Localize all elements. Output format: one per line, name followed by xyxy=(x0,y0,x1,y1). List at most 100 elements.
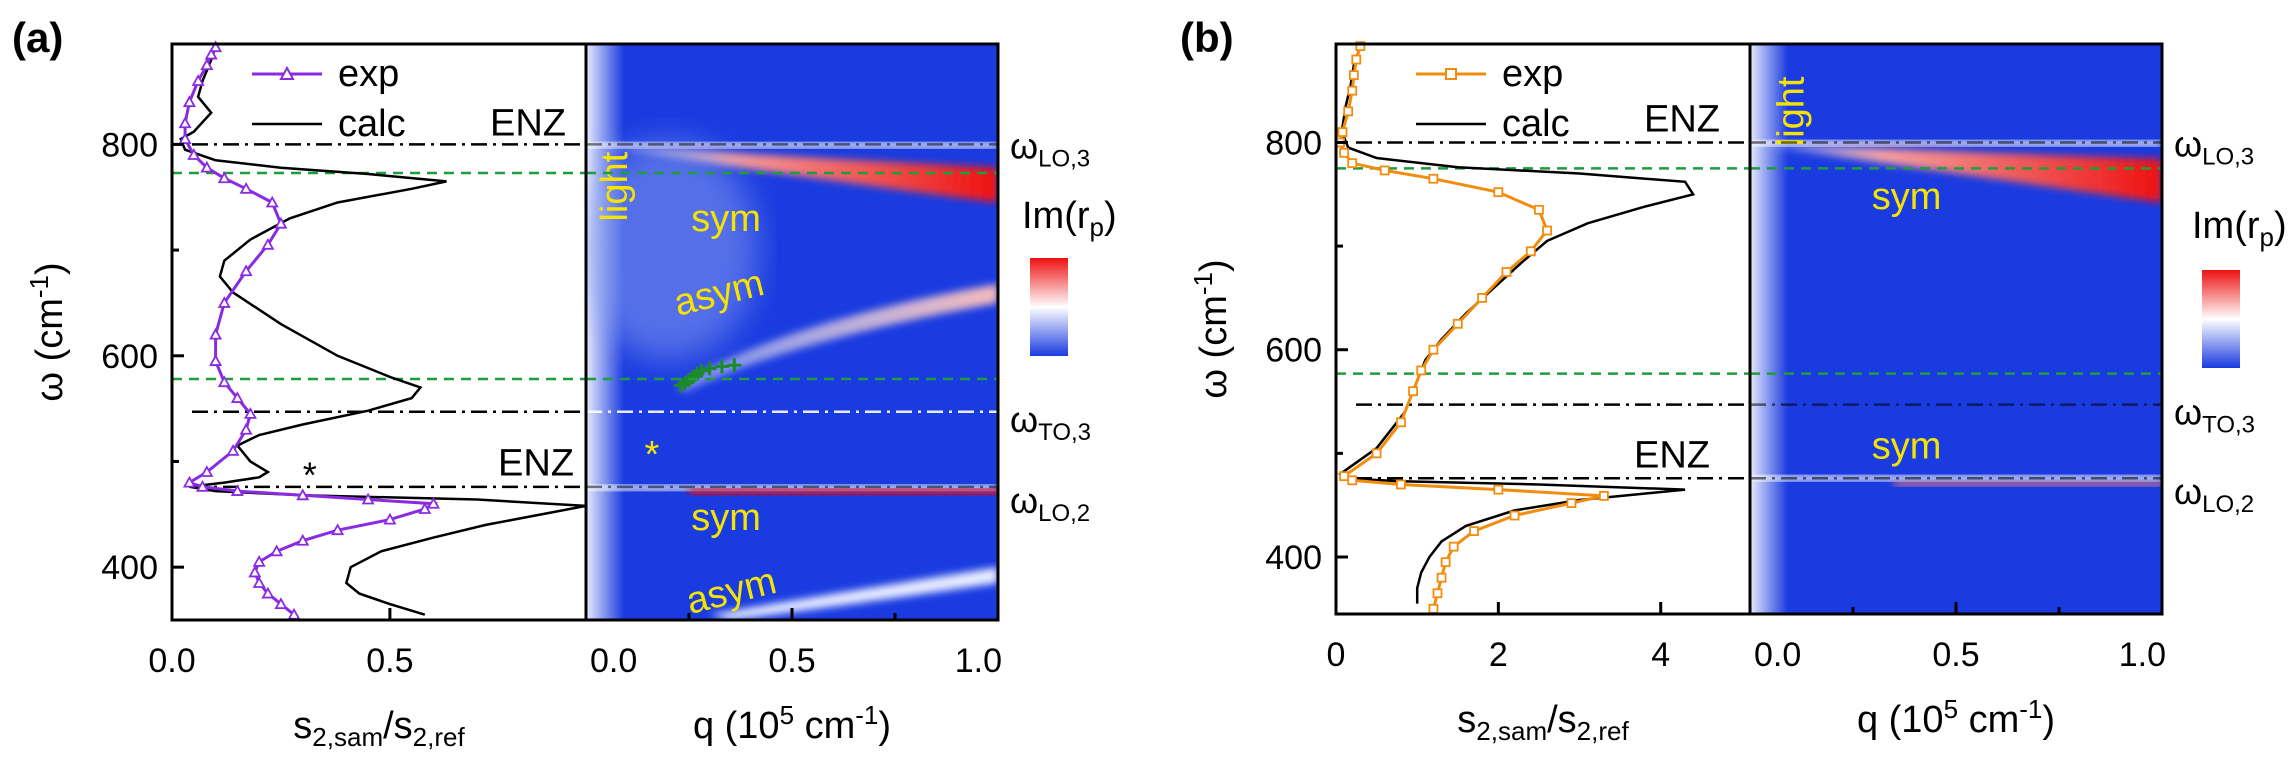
b-line-x-axis-label: s2,sam/s2,ref xyxy=(1457,699,1629,746)
a-line-exp-point xyxy=(182,95,196,108)
a-line-exp-point xyxy=(265,195,279,208)
a-map-asym-mode-upper xyxy=(676,283,998,392)
a-line-exp-point xyxy=(204,47,218,60)
a-line-enz-label-top: ENZ xyxy=(490,102,566,144)
a-line-exp-point xyxy=(331,523,345,536)
b-line-exp-point xyxy=(1347,85,1358,96)
b-line-enz-label-top: ENZ xyxy=(1644,99,1720,141)
panel-b-dispersion-map: light sym sym 0.0 0.5 1.0 q (105 cm-1) ωLO,3 ωTO… xyxy=(1748,42,2287,741)
a-map-lo3-line xyxy=(586,142,998,149)
b-line-exp-point xyxy=(1355,41,1366,51)
b-line-exp-point xyxy=(1396,479,1406,490)
b-line-ytick-label: 800 xyxy=(1265,124,1322,162)
a-line-exp-point xyxy=(230,391,244,403)
a-map-glow xyxy=(586,140,759,361)
a-line-exp-point xyxy=(178,116,192,129)
a-line-exp-point xyxy=(270,544,284,557)
a-line-exp-point xyxy=(191,74,205,86)
a-map-data-cross xyxy=(694,363,709,378)
a-colorbar-label: Im(rp) xyxy=(1022,195,1117,242)
a-line-exp-point xyxy=(200,465,214,477)
a-map-lo2-line xyxy=(586,484,998,491)
b-line-enz-label-bottom: ENZ xyxy=(1634,434,1710,476)
a-line-exp-point xyxy=(200,58,214,71)
b-map-mode-label-2: sym xyxy=(1872,426,1942,468)
b-line-plot-area xyxy=(1336,44,1750,614)
b-line-ytick-label: 600 xyxy=(1265,332,1322,370)
b-map-background xyxy=(1750,44,2162,614)
b-line-xtick-label: 2 xyxy=(1489,636,1508,674)
a-line-enz-label-bottom: ENZ xyxy=(498,442,574,484)
a-line-exp-point xyxy=(252,555,266,567)
b-map-mode-label-1: sym xyxy=(1872,176,1942,218)
a-line-ytick-label: 600 xyxy=(101,338,158,376)
b-line-exp-point xyxy=(1339,147,1350,158)
b-line-exp-point xyxy=(1428,603,1439,614)
b-colorbar xyxy=(2202,270,2240,368)
b-line-exp-point xyxy=(1428,173,1439,184)
a-line-exp-point xyxy=(209,327,223,340)
b-line-exp-point xyxy=(1337,127,1348,137)
panel-b-line-plot: 400 600 800 0 2 4 s2,sam/s2,ref ω (cm-1) exp calc… xyxy=(1188,41,1752,746)
a-map-xtick-label: 0.0 xyxy=(590,642,637,680)
a-map-mode-label-0: light xyxy=(594,151,636,221)
b-line-exp-point xyxy=(1348,70,1359,80)
a-line-legend-calc-label: calc xyxy=(338,103,406,145)
a-line-exp-point xyxy=(361,492,375,505)
b-line-xtick-label: 0 xyxy=(1327,636,1346,674)
b-line-exp-point xyxy=(1347,475,1358,486)
b-line-exp-point xyxy=(1379,165,1390,176)
b-line-exp-point xyxy=(1501,267,1512,277)
panel-a-line-plot: 400 600 800 0.0 0.5 s2,sam/s2,ref ω (cm-1) exp c… xyxy=(24,40,588,752)
a-line-xtick-label: 0.0 xyxy=(148,642,195,680)
b-map-xtick-label: 0.0 xyxy=(1754,636,1801,674)
a-map-mode-label-3: * xyxy=(645,434,660,476)
b-line-exp-point xyxy=(1351,54,1362,65)
a-line-exp-point xyxy=(252,576,266,588)
a-map-omega-label-1: ωTO,3 xyxy=(1010,399,1091,446)
b-line-exp-point xyxy=(1452,318,1463,329)
b-line-legend-exp-marker xyxy=(1445,68,1457,80)
a-line-exp-point xyxy=(182,475,196,488)
b-map-sym-mode-upper xyxy=(1762,142,2162,203)
a-line-exp-point xyxy=(195,479,210,492)
b-line-exp-point xyxy=(1493,484,1504,495)
a-line-exp-point xyxy=(239,422,253,435)
a-map-mode-label-4: sym xyxy=(691,497,761,539)
a-line-exp-point xyxy=(296,488,310,501)
b-map-xtick-label: 0.5 xyxy=(1932,636,1979,674)
a-line-exp-point xyxy=(217,296,231,308)
a-map-xtick-label: 1.0 xyxy=(955,642,1002,680)
a-line-exp-point xyxy=(243,407,257,419)
a-map-sym-mode-lower xyxy=(689,488,998,495)
panel-label-a: (a) xyxy=(12,14,63,61)
a-line-legend-exp-marker xyxy=(279,65,295,80)
a-line-exp-point xyxy=(239,181,253,194)
b-line-legend-exp-label: exp xyxy=(1502,53,1563,95)
a-line-exp-point xyxy=(248,565,262,578)
b-line-exp-point xyxy=(1542,225,1552,236)
a-line-exp-point xyxy=(383,512,397,525)
b-map-map-body: light sym sym xyxy=(1750,44,2162,614)
b-map-x-axis-label: q (105 cm-1) xyxy=(1857,694,2055,741)
figure-labels: (a) (b) xyxy=(12,14,1234,61)
a-line-exp-point xyxy=(209,40,223,53)
a-colorbar xyxy=(1030,258,1068,356)
b-line-exp-point xyxy=(1493,187,1504,198)
a-line-ytick-label: 400 xyxy=(101,549,158,587)
a-line-exp-point xyxy=(178,132,192,145)
a-map-omega-label-2: ωLO,2 xyxy=(1010,480,1090,527)
a-line-exp-point xyxy=(261,237,275,250)
b-map-lo2-line xyxy=(1750,475,2162,482)
b-line-exp-point xyxy=(1509,510,1520,521)
b-map-omega-label-0: ωLO,3 xyxy=(2174,123,2254,170)
b-line-exp-point xyxy=(1343,106,1354,117)
b-map-omega-label-1: ωTO,3 xyxy=(2174,392,2255,439)
a-line-ytick-label: 800 xyxy=(101,126,158,164)
b-map-xtick-label: 1.0 xyxy=(2119,636,2166,674)
b-colorbar-label: Im(rp) xyxy=(2192,205,2287,252)
b-line-exp-point xyxy=(1408,386,1419,397)
a-map-data-cross xyxy=(714,359,729,374)
b-map-light-line xyxy=(1750,44,1788,614)
